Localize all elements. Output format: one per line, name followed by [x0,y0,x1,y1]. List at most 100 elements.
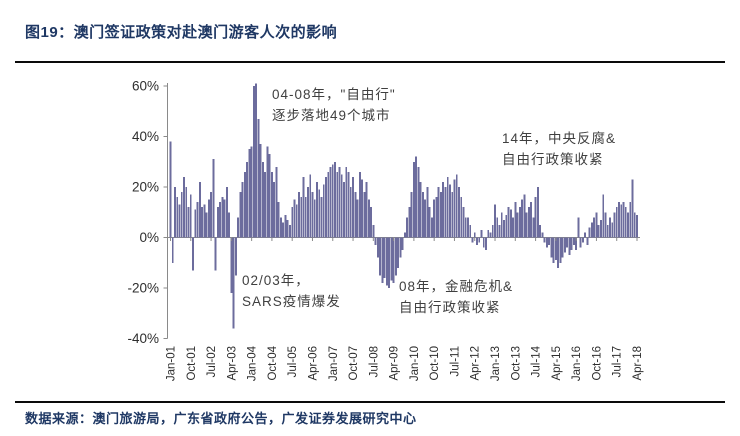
bar [462,207,465,238]
bar [169,141,172,238]
bar [259,144,262,238]
bar [435,197,438,238]
bar [403,232,406,238]
bar [273,181,276,238]
bar [491,224,494,238]
bar [295,204,298,238]
bar [611,222,614,238]
bar [428,207,431,238]
bar [192,237,194,271]
bar [284,214,287,238]
bar [311,192,314,238]
bar [489,232,492,238]
figure-title: 图19：澳门签证政策对赴澳门游客人次的影响 [25,24,338,41]
bar [575,237,578,251]
x-tick-label: Apr-09 [389,346,401,381]
bar [374,237,377,246]
annotation-line: 自由行政策收紧 [399,300,501,315]
bar [392,237,395,283]
bar [415,156,418,238]
x-tick-label: Apr-03 [226,346,238,381]
bar [437,187,440,238]
bar [347,171,350,238]
bar [417,166,420,238]
bar [597,224,600,238]
x-tick-label: Jul-02 [206,346,218,377]
bar [390,237,393,281]
x-tick-label: Oct-10 [429,346,441,381]
bar [365,181,368,238]
bar [442,181,445,238]
bar [234,237,237,276]
bar [618,202,620,238]
bar [270,171,273,238]
bar [266,146,269,238]
bar [539,224,542,238]
bar [376,237,379,258]
bar [358,171,361,238]
bar [636,214,638,238]
bar [230,237,233,294]
annotation-line: 04-08年，"自由行" [272,87,396,102]
bar [426,187,429,238]
bar [286,219,289,238]
bar [455,174,458,238]
bar [543,237,546,243]
bar [494,204,496,238]
bar [370,207,373,238]
bar [412,161,415,238]
x-tick-label: Apr-15 [551,346,563,381]
bar [277,202,280,238]
y-tick-label: 40% [132,129,159,144]
bar [187,207,190,238]
bar [394,237,397,276]
bar [288,224,291,238]
bar [367,199,370,238]
bar [541,232,544,238]
bar [444,187,447,238]
x-tick-label: Apr-12 [470,346,482,381]
bar [451,192,454,238]
bar [572,237,575,246]
bar [633,212,636,238]
annotation-line: SARS疫情爆发 [242,294,341,309]
bar [185,187,188,238]
bar [627,212,629,238]
bar [302,176,305,238]
bar [602,194,605,238]
bar [174,187,176,238]
bar [521,199,524,238]
bar [198,181,201,238]
x-tick-label: Jul-11 [449,346,461,376]
bar [595,212,598,238]
x-tick-label: Apr-06 [307,346,319,381]
y-tick-label: 60% [132,79,159,94]
bar [232,237,235,329]
bar [261,161,264,238]
bar [354,192,357,238]
bar [609,217,611,238]
bar [399,237,402,258]
x-tick-label: Jan-04 [247,345,259,381]
bar [464,217,467,238]
x-tick-label: Jan-10 [409,346,421,381]
bar [243,171,246,238]
bar [219,202,222,238]
bar [201,207,203,238]
bar [356,199,359,238]
bar [557,237,560,268]
bar [469,224,472,238]
bar [325,176,327,238]
bar [171,237,174,263]
bar [293,199,296,238]
bar [588,227,591,238]
bar [176,197,179,238]
bar [480,229,483,238]
bar [250,146,253,238]
bar [207,199,210,238]
x-tick-label: Oct-13 [510,346,522,381]
bar [487,229,490,238]
bar [460,197,463,238]
